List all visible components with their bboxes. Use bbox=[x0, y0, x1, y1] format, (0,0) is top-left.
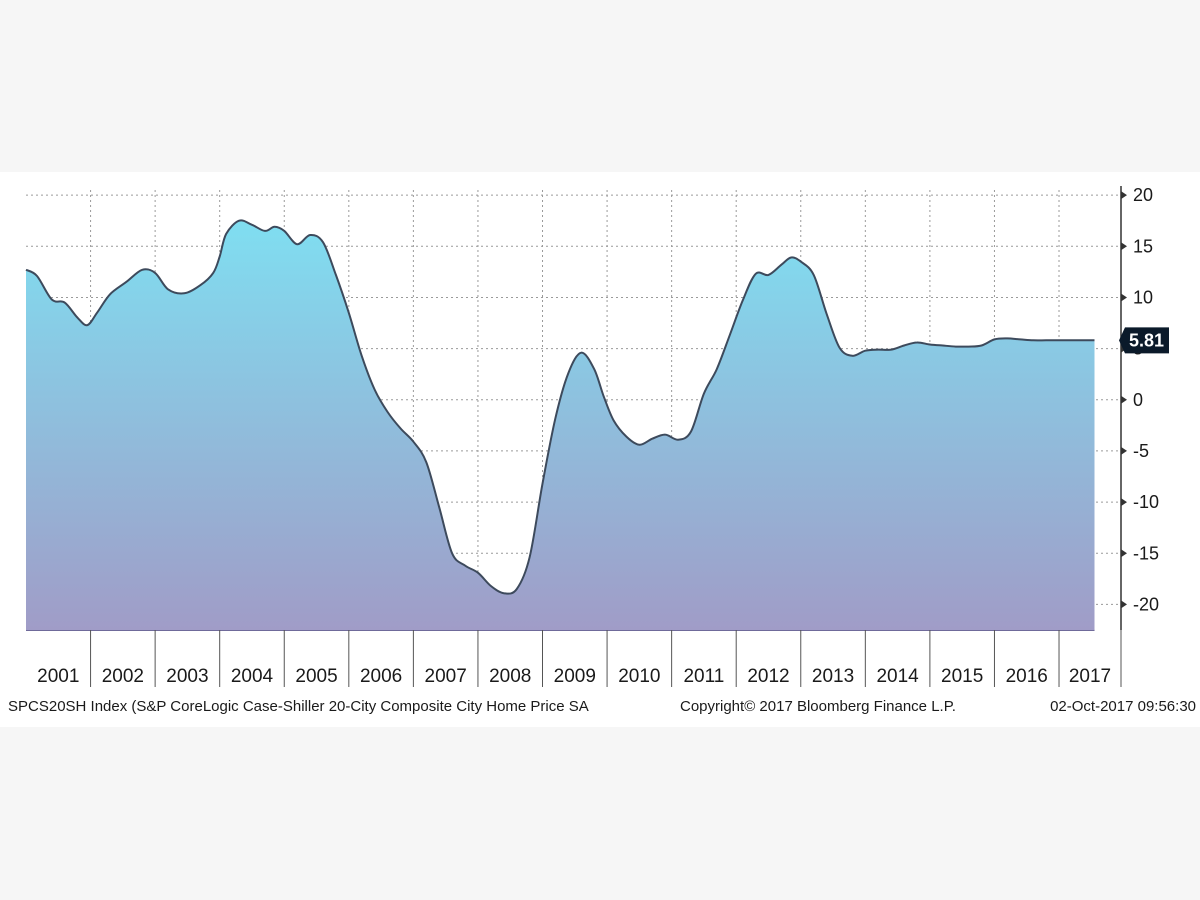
x-tick-label: 2005 bbox=[295, 666, 337, 687]
y-tick-mark bbox=[1121, 549, 1127, 558]
footer-copyright: Copyright© 2017 Bloomberg Finance L.P. bbox=[680, 698, 956, 715]
x-tick-label: 2013 bbox=[812, 666, 854, 687]
y-axis: 20151050-5-10-15-20 bbox=[1120, 185, 1159, 630]
y-tick-label: 20 bbox=[1133, 185, 1153, 205]
y-tick-label: -20 bbox=[1133, 594, 1159, 614]
x-tick-label: 2017 bbox=[1069, 666, 1111, 687]
y-tick-label: 10 bbox=[1133, 287, 1153, 307]
y-tick-mark bbox=[1121, 293, 1127, 302]
y-tick-label: 0 bbox=[1133, 390, 1143, 410]
x-tick-label: 2016 bbox=[1006, 666, 1048, 687]
x-tick-label: 2010 bbox=[618, 666, 660, 687]
x-tick-label: 2009 bbox=[554, 666, 596, 687]
y-tick-mark bbox=[1121, 600, 1127, 609]
y-tick-label: 15 bbox=[1133, 236, 1153, 256]
x-tick-label: 2003 bbox=[166, 666, 208, 687]
last-value-badge: 5.81 bbox=[1119, 327, 1169, 354]
x-tick-label: 2004 bbox=[231, 666, 274, 687]
x-tick-label: 2008 bbox=[489, 666, 531, 687]
series-area-fill bbox=[26, 220, 1095, 630]
y-tick-label: -10 bbox=[1133, 492, 1159, 512]
y-tick-mark bbox=[1121, 446, 1127, 455]
x-axis: 2001 2002 2003 2004 2005 2006 2007 2008 2009 2010… bbox=[37, 630, 1122, 687]
chart-panel: 20151050-5-10-15-20 20012002200320042005… bbox=[0, 172, 1200, 727]
y-tick-label: -5 bbox=[1133, 441, 1149, 461]
y-tick-mark bbox=[1121, 395, 1127, 404]
last-value-label: 5.81 bbox=[1129, 330, 1164, 350]
footer-timestamp: 02-Oct-2017 09:56:30 bbox=[1050, 698, 1196, 715]
area-chart: 20151050-5-10-15-20 20012002200320042005… bbox=[8, 185, 1196, 715]
x-tick-label: 2012 bbox=[747, 666, 789, 687]
footer-index-description: SPCS20SH Index (S&P CoreLogic Case-Shill… bbox=[8, 698, 589, 715]
x-tick-label: 2014 bbox=[876, 666, 919, 687]
y-tick-mark bbox=[1121, 191, 1127, 200]
x-tick-label: 2015 bbox=[941, 666, 983, 687]
x-tick-label: 2001 bbox=[37, 666, 79, 687]
series-line bbox=[25, 219, 1095, 595]
x-tick-label: 2011 bbox=[683, 666, 724, 687]
y-tick-mark bbox=[1121, 242, 1127, 251]
x-tick-label: 2007 bbox=[425, 666, 467, 687]
y-tick-label: -15 bbox=[1133, 543, 1159, 563]
x-tick-label: 2006 bbox=[360, 666, 402, 687]
y-tick-mark bbox=[1121, 498, 1127, 507]
x-tick-label: 2002 bbox=[102, 666, 144, 687]
last-value-box bbox=[1119, 327, 1169, 354]
